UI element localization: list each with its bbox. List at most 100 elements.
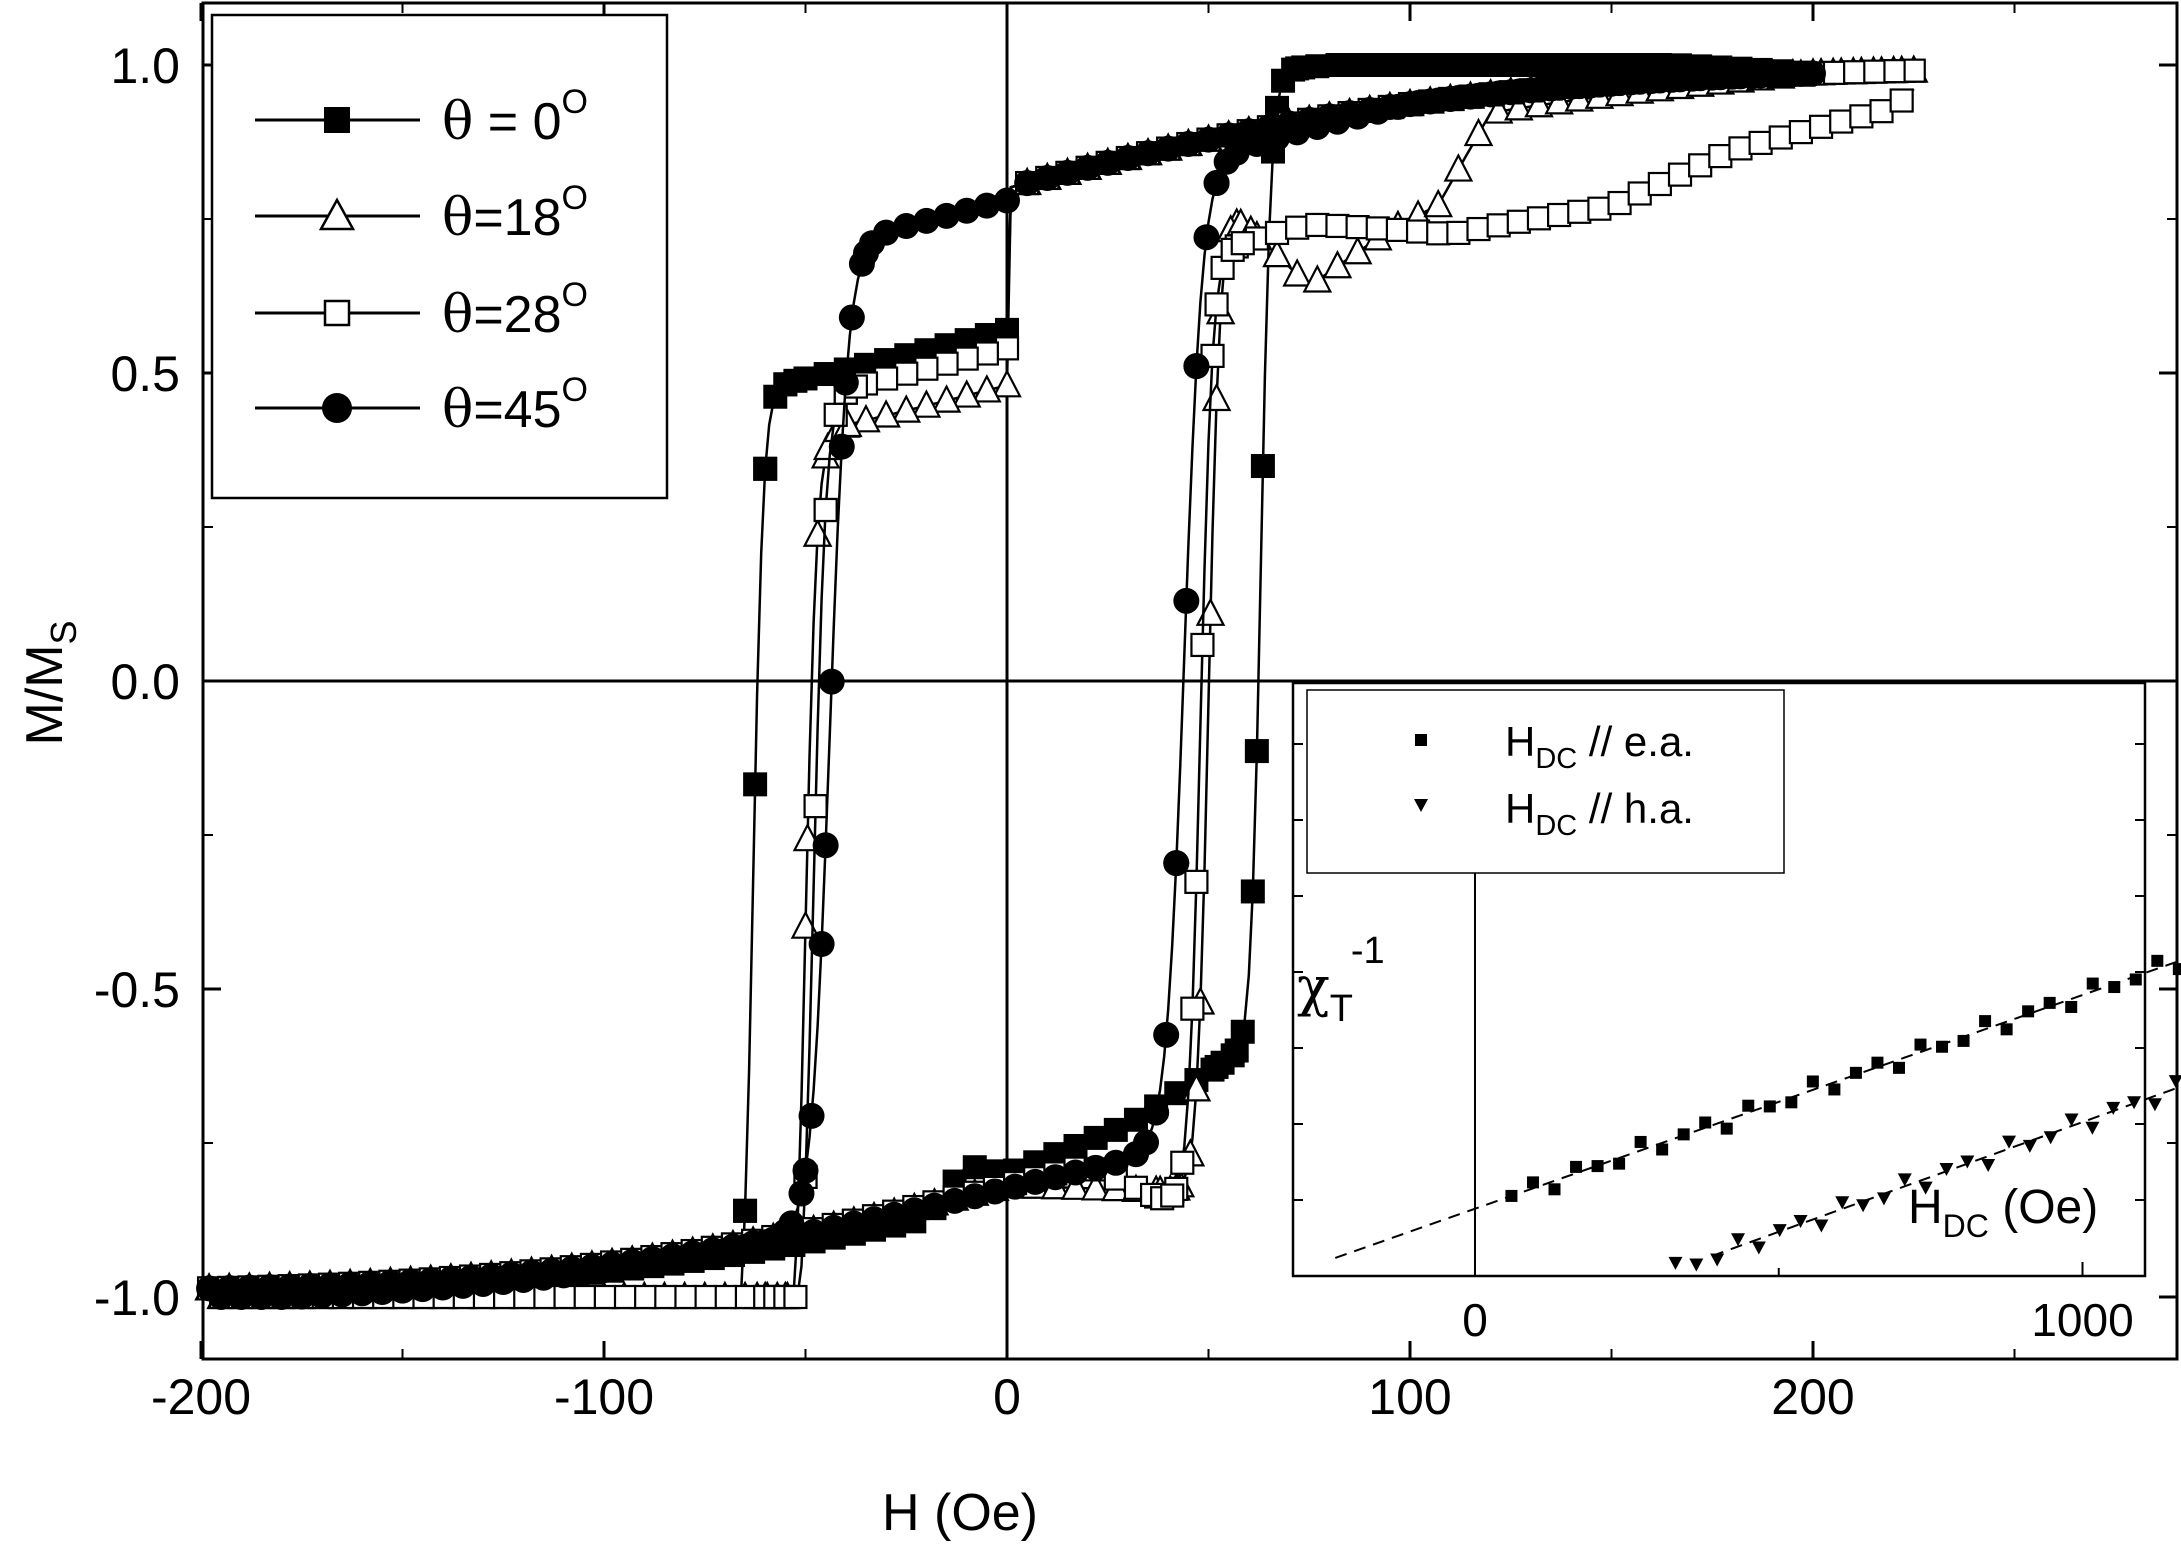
data-point xyxy=(1646,67,1673,94)
inset-data-point xyxy=(2064,1113,2079,1127)
inset-legend-entry-ha: HDC // h.a. xyxy=(1505,785,1694,842)
data-point xyxy=(1667,162,1693,187)
data-point xyxy=(1291,55,1316,80)
inset-data-point xyxy=(1936,1040,1949,1053)
data-point xyxy=(1135,140,1162,167)
data-point xyxy=(1463,117,1494,147)
data-point xyxy=(1861,59,1886,84)
data-point xyxy=(1747,62,1774,89)
data-point xyxy=(934,351,959,376)
data-point xyxy=(1143,1099,1170,1126)
data-point xyxy=(1094,149,1121,176)
y-tick-label: 0.0 xyxy=(110,654,180,710)
inset-data-point xyxy=(1876,1192,1891,1206)
data-point xyxy=(1486,213,1511,238)
data-point xyxy=(1567,199,1592,224)
data-point xyxy=(1262,238,1292,268)
data-point xyxy=(1220,1043,1245,1068)
data-point xyxy=(1302,264,1333,293)
data-point xyxy=(276,1273,303,1300)
inset-x-tick-label: 0 xyxy=(1462,1294,1488,1346)
x-tick-label: -100 xyxy=(554,1369,654,1425)
data-point xyxy=(1727,63,1754,90)
data-point xyxy=(1083,1125,1108,1150)
data-point xyxy=(1466,53,1491,77)
data-point xyxy=(1184,869,1209,894)
data-point xyxy=(753,456,778,481)
inset-x-tick-label: 1000 xyxy=(2031,1294,2133,1346)
data-point xyxy=(1728,136,1753,161)
inset-data-point xyxy=(1731,1233,1746,1247)
inset-data-point xyxy=(2043,1131,2058,1145)
data-point xyxy=(1022,1168,1049,1195)
x-tick-label: 200 xyxy=(1771,1369,1854,1425)
data-point xyxy=(931,384,962,413)
data-point xyxy=(840,1210,867,1237)
data-point xyxy=(1114,145,1141,172)
data-point xyxy=(1587,196,1612,221)
main-plot-series xyxy=(194,53,1929,1310)
data-point xyxy=(458,1264,485,1291)
data-point xyxy=(558,1255,585,1282)
inset-data-point xyxy=(1871,1056,1884,1069)
data-point xyxy=(1406,53,1431,77)
data-point xyxy=(699,1237,726,1264)
data-point xyxy=(808,931,835,958)
data-point xyxy=(1506,53,1531,77)
data-point xyxy=(1707,64,1734,91)
data-point xyxy=(800,1218,827,1245)
inset-y-axis-title: χT-1 xyxy=(1297,930,1385,1030)
data-point xyxy=(1284,119,1311,146)
data-point xyxy=(1063,1133,1088,1158)
inset-data-point xyxy=(1835,1196,1850,1210)
legend-marker-square-open xyxy=(323,299,351,327)
legend-marker-triangle-open xyxy=(318,197,356,231)
x-tick-label: -200 xyxy=(151,1369,251,1425)
x-tick-label: 100 xyxy=(1368,1369,1451,1425)
data-point xyxy=(1264,220,1290,246)
data-point xyxy=(1443,153,1474,182)
data-point xyxy=(1525,76,1552,103)
data-point xyxy=(941,1187,968,1214)
data-point xyxy=(1163,850,1190,877)
data-point xyxy=(1193,224,1220,251)
data-point xyxy=(1426,53,1451,77)
data-point xyxy=(1667,66,1694,93)
data-point xyxy=(612,1284,637,1310)
inset-data-point xyxy=(2151,954,2164,967)
data-point xyxy=(337,1271,364,1298)
inset-data-point xyxy=(1793,1214,1808,1228)
data-point xyxy=(578,1253,605,1280)
data-point xyxy=(538,1257,565,1284)
data-point xyxy=(1405,90,1432,117)
data-point xyxy=(813,497,838,523)
inset-chart: 010002000 HDC // e.a. HDC // h.a. χT-1 H… xyxy=(1291,681,2181,1346)
inset-legend-entry-ea: HDC // e.a. xyxy=(1505,718,1694,775)
data-point xyxy=(1483,95,1514,124)
svg-text:θ=28O: θ=28O xyxy=(442,276,588,345)
inset-data-point xyxy=(1699,1116,1712,1129)
inset-data-point xyxy=(1981,1158,1996,1172)
inset-data-point xyxy=(1849,1066,1862,1079)
data-point xyxy=(1230,231,1255,256)
data-point xyxy=(1364,98,1391,125)
data-point xyxy=(1342,235,1373,265)
inset-legend-marker-square xyxy=(1415,734,1427,746)
data-point xyxy=(1230,1019,1255,1044)
legend-entry-theta-28: θ=28O xyxy=(255,276,588,345)
data-point xyxy=(1133,1129,1160,1156)
inset-data-point xyxy=(1656,1143,1669,1156)
data-point xyxy=(1103,1117,1128,1142)
data-point xyxy=(1687,65,1714,92)
data-point xyxy=(1606,70,1633,97)
inset-data-point xyxy=(2106,1101,2121,1115)
data-point xyxy=(1160,1183,1185,1208)
data-point xyxy=(679,1240,706,1267)
data-point xyxy=(1465,82,1492,109)
data-point xyxy=(1503,91,1534,121)
data-point xyxy=(1425,87,1452,114)
data-point xyxy=(832,369,859,396)
data-point xyxy=(851,403,881,433)
data-point xyxy=(873,366,899,391)
data-point xyxy=(914,356,939,381)
